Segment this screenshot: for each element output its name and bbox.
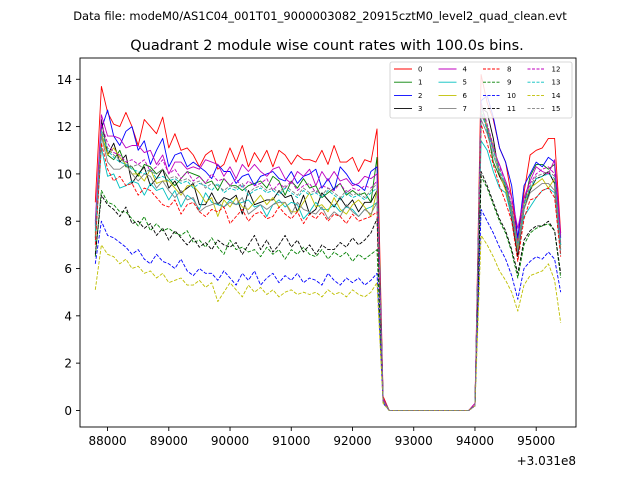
series-line-5 — [94, 140, 562, 411]
y-tick-label: 4 — [64, 309, 72, 323]
series-line-7 — [94, 119, 562, 411]
legend-label: 3 — [418, 105, 422, 113]
x-tick-label: 95000 — [517, 434, 555, 448]
y-tick-label: 8 — [64, 215, 72, 229]
x-tick-label: 92000 — [333, 434, 371, 448]
y-tick-label: 2 — [64, 357, 72, 371]
chart-suptitle: Data file: modeM0/AS1C04_001T01_90000030… — [73, 9, 567, 23]
legend-box — [389, 61, 573, 119]
legend-label: 6 — [463, 92, 468, 100]
x-tick-label: 89000 — [150, 434, 188, 448]
series-line-11 — [94, 171, 562, 411]
series-line-8 — [94, 123, 562, 411]
series-line-9 — [94, 175, 562, 411]
x-tick-label: 94000 — [456, 434, 494, 448]
legend-label: 9 — [507, 79, 511, 87]
y-tick-label: 6 — [64, 262, 72, 276]
x-tick-label: 91000 — [272, 434, 310, 448]
plot-frame — [79, 57, 577, 428]
legend-label: 12 — [552, 66, 561, 74]
legend-label: 5 — [463, 79, 467, 87]
axes-layer: 88000 89000 90000 91000 92000 93000 94000 95000… — [57, 57, 577, 468]
legend-label: 7 — [463, 105, 467, 113]
legend-label: 0 — [418, 66, 422, 74]
chart-title: Quadrant 2 module wise count rates with … — [130, 38, 524, 54]
x-tick-label: 90000 — [211, 434, 249, 448]
legend-label: 2 — [418, 92, 422, 100]
series-line-14 — [94, 234, 562, 411]
legend-label: 15 — [552, 105, 561, 113]
legend-label: 4 — [463, 66, 468, 74]
y-tick-label: 10 — [57, 167, 72, 181]
legend-label: 14 — [552, 92, 561, 100]
legend-label: 13 — [552, 79, 561, 87]
x-tick-label: 93000 — [395, 434, 433, 448]
legend-label: 10 — [507, 92, 516, 100]
legend-label: 8 — [507, 66, 511, 74]
series-layer — [94, 74, 562, 411]
x-tick-label: 88000 — [88, 434, 126, 448]
legend-label: 11 — [507, 105, 516, 113]
series-line-10 — [94, 208, 562, 411]
x-offset-label: +3.031e8 — [517, 454, 576, 468]
series-line-4 — [94, 114, 562, 411]
y-tick-label: 0 — [64, 404, 72, 418]
y-tick-label: 14 — [57, 73, 72, 87]
legend-label: 1 — [418, 79, 422, 87]
y-tick-label: 12 — [57, 120, 72, 134]
